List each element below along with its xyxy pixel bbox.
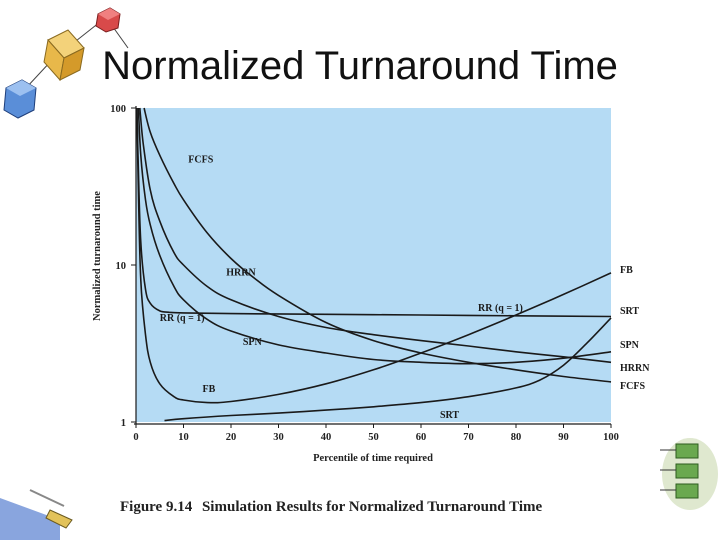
- x-tick-label: 70: [463, 432, 474, 443]
- figure-caption: Figure 9.14 Simulation Results for Norma…: [120, 499, 640, 516]
- series-line-fcfs: [143, 107, 612, 383]
- x-tick-label: 50: [368, 432, 379, 443]
- figure-number: Figure 9.14: [120, 499, 193, 515]
- y-tick-label: 10: [116, 261, 127, 272]
- figure-caption-text: Simulation Results for Normalized Turnar…: [201, 499, 543, 515]
- x-tick-label: 40: [321, 432, 332, 443]
- curve-label: FCFS: [188, 154, 213, 165]
- clipart-cubes-icon: [3, 7, 129, 119]
- series-line-spn: [137, 107, 612, 365]
- series-line-fb: [136, 107, 612, 404]
- series-curves: [136, 107, 612, 422]
- curve-label: RR (q = 1): [478, 303, 523, 314]
- x-tick-label: 80: [511, 432, 522, 443]
- x-tick-label: 100: [603, 432, 619, 443]
- end-label: FCFS: [620, 381, 645, 392]
- series-line-rr-q-1: [136, 107, 612, 318]
- y-tick-label: 1: [121, 418, 126, 429]
- x-tick-label: 10: [178, 432, 189, 443]
- series-labels: FCFS HRRN RR (q = 1) SPN RR (q = 1) FB SRT FB SR…: [160, 154, 650, 421]
- curve-label: SPN: [243, 337, 263, 348]
- curve-label: FB: [203, 384, 216, 395]
- series-line-hrrn: [139, 107, 612, 364]
- end-label: SPN: [620, 340, 640, 351]
- end-label: FB: [620, 265, 633, 276]
- clipart-network-device-icon: [660, 438, 718, 510]
- curve-label: RR (q = 1): [160, 313, 205, 324]
- y-axis-label: Normalized turnaround time: [92, 191, 103, 321]
- x-tick-label: 20: [226, 432, 237, 443]
- y-tick-label: 100: [110, 104, 126, 115]
- end-label: SRT: [620, 306, 639, 317]
- series-line-srt: [164, 317, 612, 422]
- x-axis-label: Percentile of time required: [313, 453, 433, 464]
- end-label: HRRN: [620, 363, 650, 374]
- x-tick-label: 0: [133, 432, 138, 443]
- x-tick-label: 60: [416, 432, 427, 443]
- x-tick-label: 30: [273, 432, 284, 443]
- curve-label: HRRN: [226, 267, 256, 278]
- slide-title: Normalized Turnaround Time: [102, 44, 618, 88]
- clipart-pencil-icon: [0, 489, 73, 540]
- x-tick-label: 90: [558, 432, 569, 443]
- curve-label: SRT: [440, 410, 459, 421]
